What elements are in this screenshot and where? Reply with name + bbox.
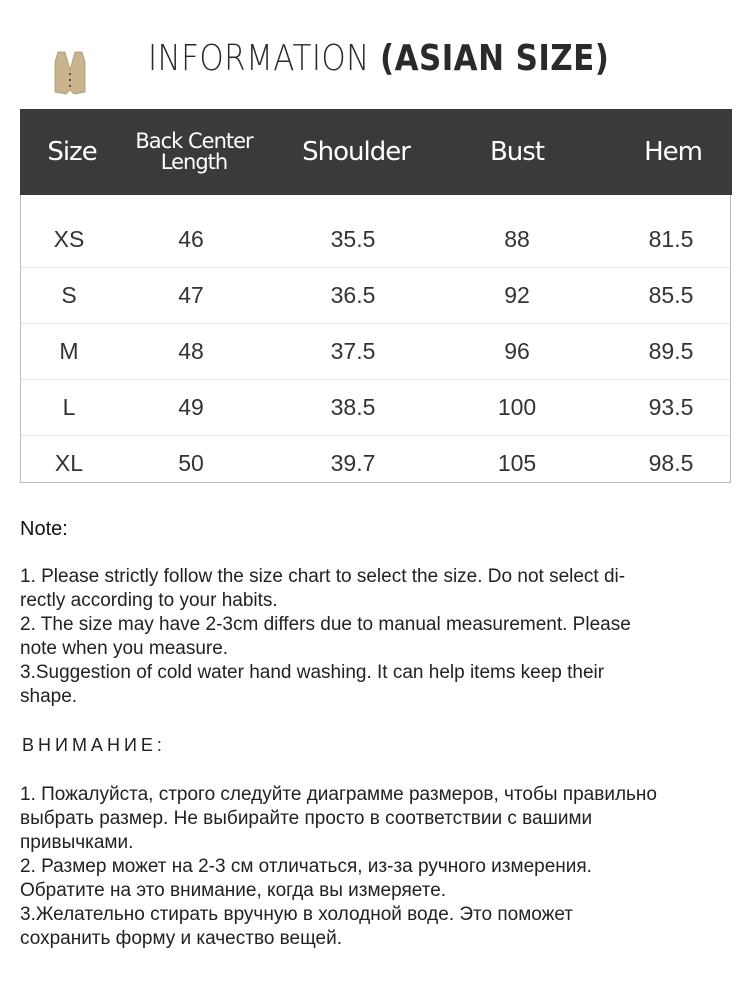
note-line: 3.Suggestion of cold water hand washing.… <box>20 662 605 683</box>
note-line: 2. Размер может на 2-3 см отличаться, из… <box>20 856 592 877</box>
table-row: XS 46 35.5 88 81.5 <box>21 211 730 268</box>
note-line: rectly according to your habits. <box>20 590 278 611</box>
table-cell: 38.5 <box>330 394 376 420</box>
note-line: 1. Please strictly follow the size chart… <box>20 566 626 587</box>
table-cell: S <box>61 282 77 308</box>
table-cell: 47 <box>178 282 204 308</box>
table-row: M 48 37.5 96 89.5 <box>21 323 730 380</box>
table-cell: M <box>59 338 79 364</box>
note-heading: Note: <box>20 518 68 540</box>
table-cell: XS <box>53 226 85 252</box>
table-cell: 35.5 <box>330 226 376 252</box>
table-cell: 88 <box>504 226 530 252</box>
table-cell: 89.5 <box>648 338 694 364</box>
page-title: INFORMATION (ASIAN SIZE) <box>148 38 609 79</box>
table-row: L 49 38.5 100 93.5 <box>21 379 730 436</box>
table-row: XL 50 39.7 105 98.5 <box>21 435 730 491</box>
col-back-center-length: Back Center Length <box>135 109 253 195</box>
note-line: привычками. <box>20 832 134 853</box>
note-ru-heading: ВНИМАНИЕ: <box>22 735 166 755</box>
table-cell: 37.5 <box>330 338 376 364</box>
note-line: note when you measure. <box>20 638 229 659</box>
table-cell: 93.5 <box>648 394 694 420</box>
table-cell: 100 <box>497 394 537 420</box>
note-text: 1. Please strictly follow the size chart… <box>20 565 631 709</box>
title-light: INFORMATION <box>148 38 381 79</box>
table-cell: L <box>62 394 76 420</box>
col-size: Size <box>47 137 97 167</box>
vest-product-icon <box>54 51 86 95</box>
note-line: 1. Пожалуйста, строго следуйте диаграмме… <box>20 784 657 805</box>
table-cell: XL <box>54 450 84 476</box>
table-cell: 98.5 <box>648 450 694 476</box>
size-table: Size Back Center Length Shoulder Bust He… <box>20 109 732 483</box>
note-line: shape. <box>20 686 78 707</box>
col-hem: Hem <box>644 137 703 167</box>
table-cell: 81.5 <box>648 226 694 252</box>
table-cell: 96 <box>504 338 530 364</box>
title-bold: (ASIAN SIZE) <box>380 38 610 79</box>
table-cell: 49 <box>178 394 204 420</box>
table-row: S 47 36.5 92 85.5 <box>21 267 730 324</box>
note-line: 2. The size may have 2-3cm differs due t… <box>20 614 631 635</box>
table-cell: 48 <box>178 338 204 364</box>
col-bust: Bust <box>489 137 545 167</box>
table-cell: 50 <box>178 450 204 476</box>
col-shoulder: Shoulder <box>302 137 411 167</box>
note-line: Обратите на это внимание, когда вы измер… <box>20 880 447 901</box>
note-line: 3.Желательно стирать вручную в холодной … <box>20 904 574 925</box>
note-ru-text: 1. Пожалуйста, строго следуйте диаграмме… <box>20 783 657 951</box>
note-line: выбрать размер. Не выбирайте просто в со… <box>20 808 593 829</box>
col-label-line: Length <box>160 150 228 174</box>
table-cell: 39.7 <box>330 450 376 476</box>
table-header: Size Back Center Length Shoulder Bust He… <box>20 109 732 195</box>
col-label-line: Back Center <box>135 129 253 153</box>
table-cell: 36.5 <box>330 282 376 308</box>
table-cell: 85.5 <box>648 282 694 308</box>
note-line: сохранить форму и качество вещей. <box>20 928 342 949</box>
table-cell: 105 <box>497 450 537 476</box>
table-cell: 46 <box>178 226 204 252</box>
table-cell: 92 <box>504 282 530 308</box>
